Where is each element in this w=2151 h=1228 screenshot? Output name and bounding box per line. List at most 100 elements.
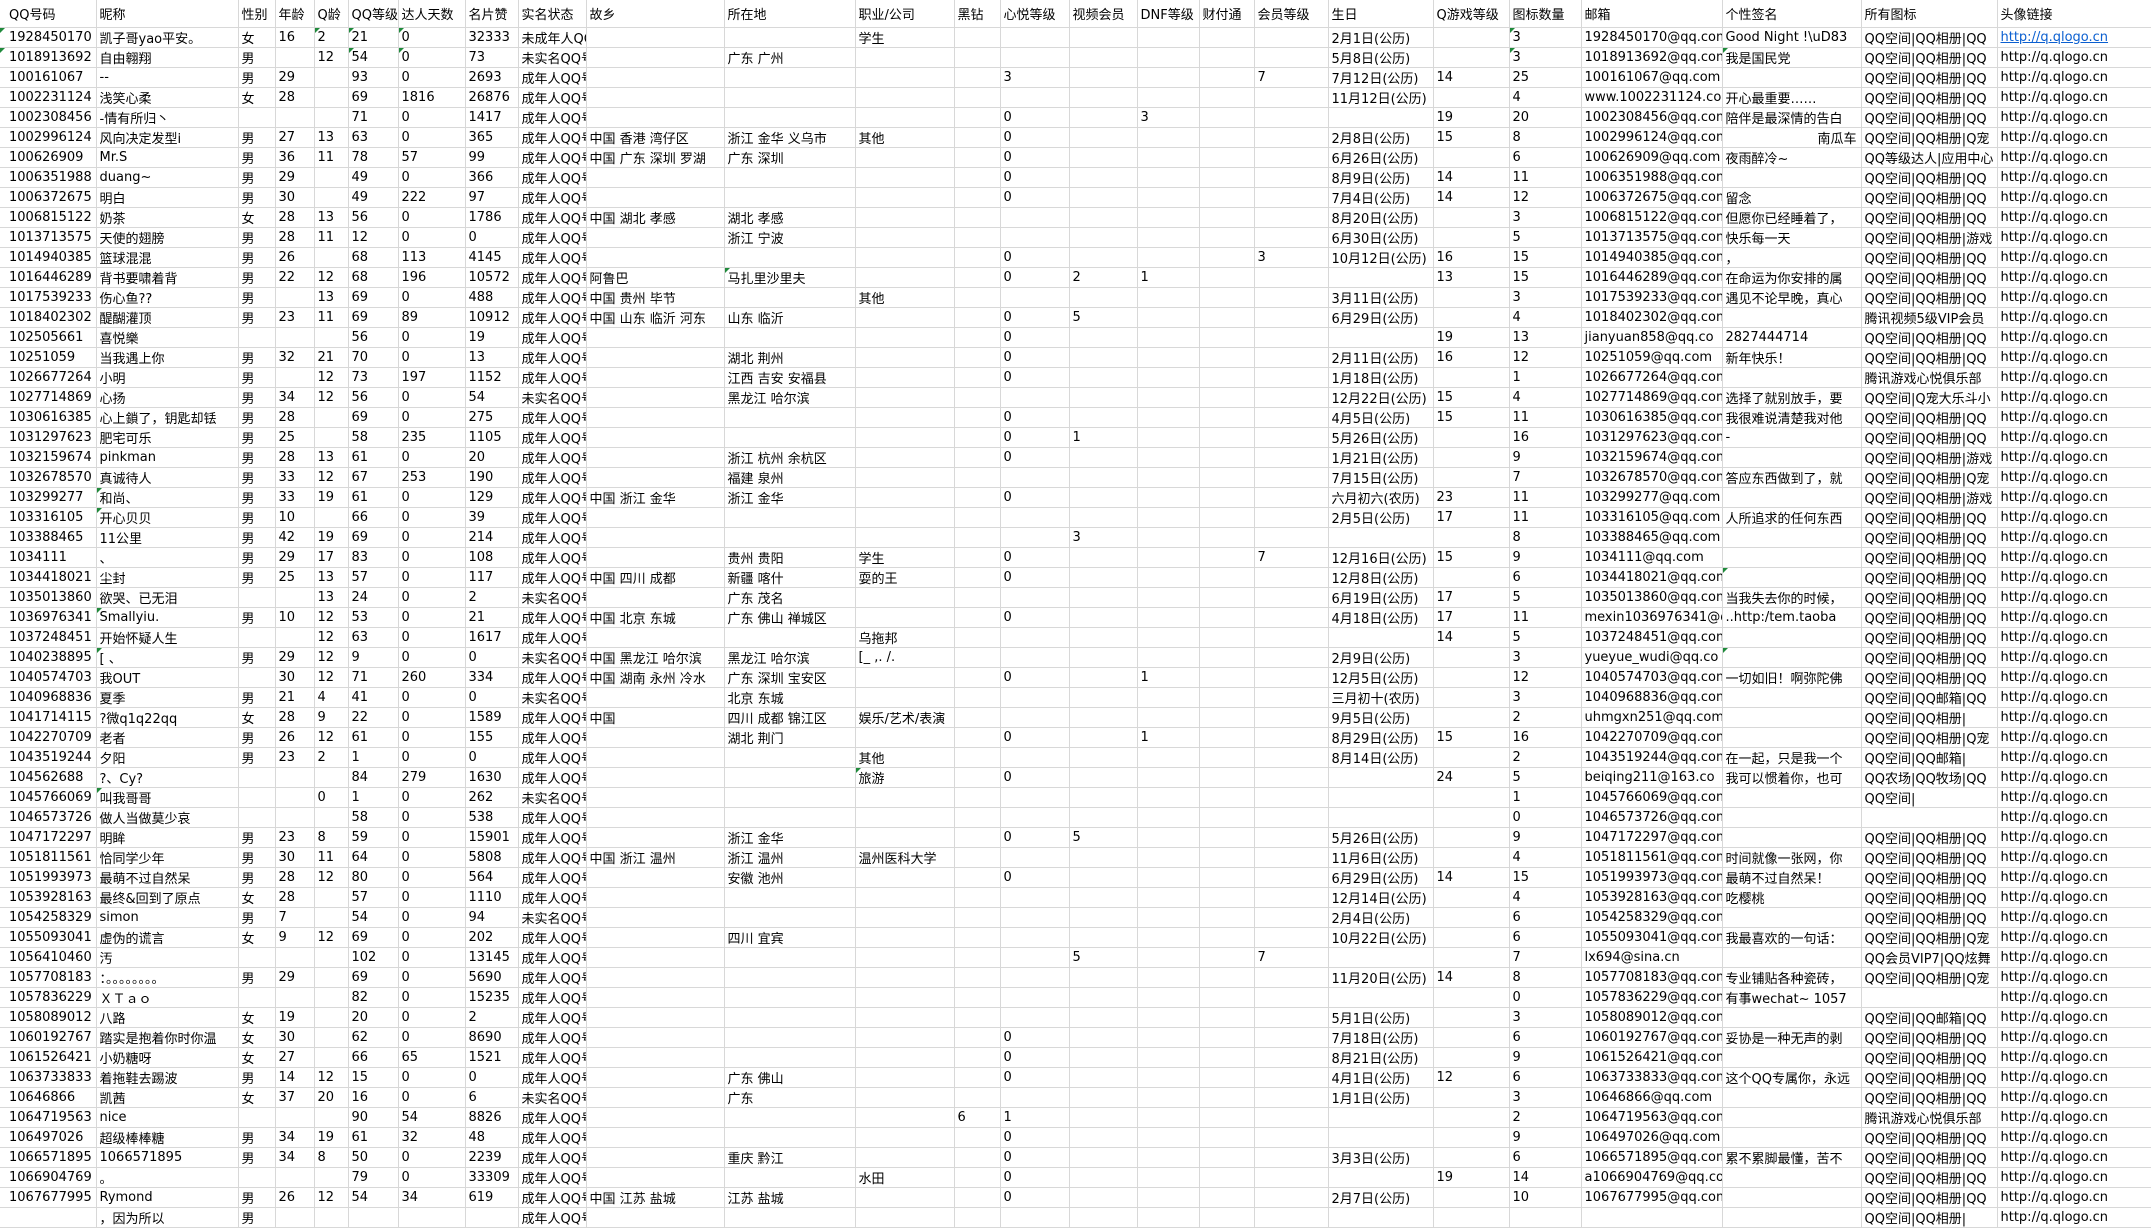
cell-qgame[interactable]: 16 [1433, 247, 1510, 268]
cell-icons[interactable]: QQ空间|QQ相册|QQ [1861, 327, 1998, 348]
cell-icons[interactable]: QQ农场|QQ牧场|QQ [1861, 767, 1998, 788]
cell-daren[interactable]: 0 [398, 827, 466, 848]
cell-likes[interactable]: 214 [465, 527, 519, 548]
cell-nick[interactable]: 喜悦樂 [96, 327, 239, 348]
cell-dnf[interactable] [1137, 487, 1200, 508]
cell-vip[interactable]: 7 [1254, 547, 1329, 568]
cell-qgame[interactable] [1433, 47, 1510, 68]
cell-birthday[interactable] [1328, 267, 1434, 288]
cell-qgame[interactable]: 23 [1433, 487, 1510, 508]
cell-level[interactable]: 78 [348, 147, 399, 168]
cell-heizuan[interactable] [954, 1067, 1001, 1088]
cell-age[interactable]: 23 [275, 827, 315, 848]
cell-status[interactable]: 成年人QQ号 [518, 227, 587, 248]
cell-occupation[interactable] [855, 887, 955, 908]
cell-birthday[interactable]: 1月1日(公历) [1328, 1087, 1434, 1108]
cell-icon_count[interactable]: 6 [1509, 1067, 1582, 1088]
cell-status[interactable]: 成年人QQ号 [518, 1127, 587, 1148]
cell-email[interactable]: 1031297623@qq.com [1581, 427, 1723, 448]
cell-likes[interactable]: 365 [465, 127, 519, 148]
cell-qq[interactable]: 1046573726 [0, 807, 97, 828]
cell-qage[interactable]: 19 [314, 487, 349, 508]
cell-caifutong[interactable] [1199, 247, 1255, 268]
cell-qage[interactable]: 12 [314, 607, 349, 628]
cell-age[interactable]: 29 [275, 67, 315, 88]
cell-hometown[interactable]: 中国 香港 湾仔区 [586, 127, 725, 148]
cell-vip[interactable] [1254, 327, 1329, 348]
cell-age[interactable]: 26 [275, 727, 315, 748]
cell-caifutong[interactable] [1199, 187, 1255, 208]
cell-occupation[interactable] [855, 207, 955, 228]
cell-email[interactable]: mexin1036976341@q [1581, 607, 1723, 628]
cell-video[interactable] [1069, 487, 1138, 508]
cell-email[interactable]: www.1002231124.co [1581, 87, 1723, 108]
avatar-link-cell[interactable]: http://q.qlogo.cn [1997, 1007, 2151, 1028]
cell-birthday[interactable]: 5月26日(公历) [1328, 427, 1434, 448]
cell-level[interactable]: 1 [348, 747, 399, 768]
cell-dnf[interactable] [1137, 1127, 1200, 1148]
cell-qq[interactable]: 100626909 [0, 147, 97, 168]
cell-dnf[interactable] [1137, 287, 1200, 308]
cell-caifutong[interactable] [1199, 827, 1255, 848]
cell-qgame[interactable] [1433, 647, 1510, 668]
cell-qage[interactable] [314, 407, 349, 428]
cell-icons[interactable]: QQ空间|QQ相册|QQ [1861, 107, 1998, 128]
cell-qage[interactable]: 13 [314, 447, 349, 468]
cell-nick[interactable]: 背书要啸着背 [96, 267, 239, 288]
cell-gender[interactable]: 女 [238, 1047, 276, 1068]
cell-gender[interactable]: 男 [238, 1187, 276, 1208]
cell-icons[interactable]: QQ空间|QQ相册|QQ [1861, 607, 1998, 628]
cell-qgame[interactable] [1433, 227, 1510, 248]
cell-qq[interactable]: 1006815122 [0, 207, 97, 228]
cell-icons[interactable]: QQ空间|QQ相册|Q宠 [1861, 467, 1998, 488]
cell-xinyue[interactable] [1000, 47, 1070, 68]
cell-likes[interactable]: 1589 [465, 707, 519, 728]
cell-daren[interactable]: 0 [398, 607, 466, 628]
cell-hometown[interactable] [586, 627, 725, 648]
cell-qq[interactable]: 1063733833 [0, 1067, 97, 1088]
cell-video[interactable]: 2 [1069, 267, 1138, 288]
cell-email[interactable]: 100161067@qq.com [1581, 67, 1723, 88]
cell-qq[interactable]: 1002231124 [0, 87, 97, 108]
cell-qq[interactable]: 103316105 [0, 507, 97, 528]
cell-caifutong[interactable] [1199, 967, 1255, 988]
cell-signature[interactable] [1722, 1047, 1862, 1068]
cell-dnf[interactable]: 3 [1137, 107, 1200, 128]
cell-email[interactable]: 1047172297@qq.com [1581, 827, 1723, 848]
cell-caifutong[interactable] [1199, 67, 1255, 88]
avatar-link-cell[interactable]: http://q.qlogo.cn [1997, 787, 2151, 808]
cell-caifutong[interactable] [1199, 1207, 1255, 1228]
cell-gender[interactable]: 男 [238, 367, 276, 388]
cell-daren[interactable]: 0 [398, 507, 466, 528]
cell-birthday[interactable] [1328, 627, 1434, 648]
cell-likes[interactable]: 275 [465, 407, 519, 428]
cell-icons[interactable]: QQ空间|QQ相册|QQ [1861, 1027, 1998, 1048]
cell-status[interactable]: 成年人QQ号 [518, 167, 587, 188]
cell-status[interactable]: 未实名QQ号 [518, 47, 587, 68]
cell-dnf[interactable] [1137, 867, 1200, 888]
cell-gender[interactable]: 男 [238, 867, 276, 888]
cell-vip[interactable] [1254, 1047, 1329, 1068]
cell-email[interactable]: 1002308456@qq.com [1581, 107, 1723, 128]
cell-qq[interactable] [0, 1207, 97, 1228]
cell-signature[interactable] [1722, 707, 1862, 728]
cell-xinyue[interactable] [1000, 787, 1070, 808]
cell-signature[interactable] [1722, 547, 1862, 568]
cell-qage[interactable] [314, 67, 349, 88]
cell-video[interactable] [1069, 147, 1138, 168]
cell-signature[interactable]: 南瓜车 [1722, 127, 1862, 148]
cell-caifutong[interactable] [1199, 667, 1255, 688]
cell-heizuan[interactable] [954, 707, 1001, 728]
cell-signature[interactable]: 一切如旧！啊弥陀佛 [1722, 667, 1862, 688]
cell-daren[interactable]: 0 [398, 867, 466, 888]
cell-qgame[interactable]: 12 [1433, 1067, 1510, 1088]
cell-occupation[interactable] [855, 467, 955, 488]
cell-icons[interactable]: QQ空间|QQ相册|Q宠 [1861, 727, 1998, 748]
cell-signature[interactable] [1722, 727, 1862, 748]
cell-vip[interactable] [1254, 1087, 1329, 1108]
cell-qage[interactable]: 12 [314, 467, 349, 488]
cell-qage[interactable]: 12 [314, 47, 349, 68]
cell-status[interactable]: 成年人QQ号 [518, 1107, 587, 1128]
cell-nick[interactable]: 老者 [96, 727, 239, 748]
cell-icon_count[interactable]: 3 [1509, 47, 1582, 68]
